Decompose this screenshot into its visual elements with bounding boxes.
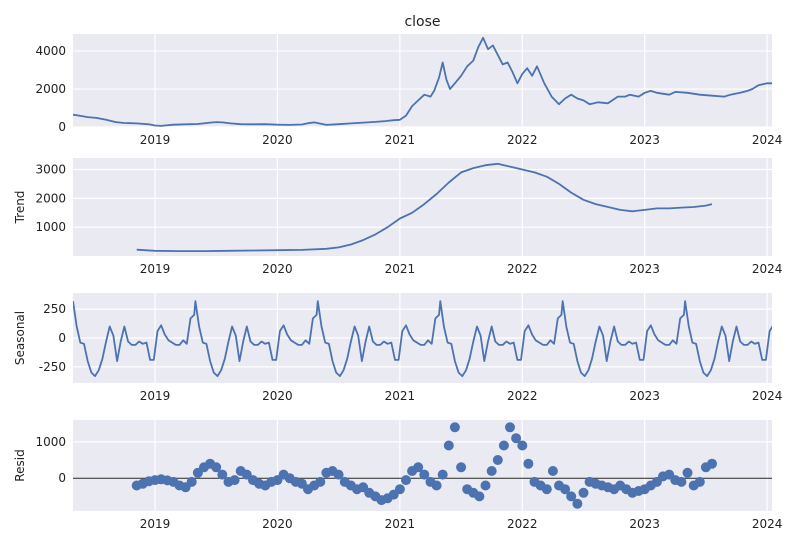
y-axis-label: Seasonal xyxy=(13,311,27,365)
y-tick-label: 2000 xyxy=(35,82,66,96)
resid-point xyxy=(443,440,454,451)
x-tick-label: 2020 xyxy=(262,389,293,403)
x-tick-label: 2023 xyxy=(629,133,660,147)
y-tick-label: -250 xyxy=(39,360,66,374)
x-tick-label: 2022 xyxy=(507,389,538,403)
series-group xyxy=(73,36,772,127)
resid-point xyxy=(480,480,491,491)
seasonal-panel: 2019 2020 2021 2022 2023 2024 -250 0 250 Seasonal xyxy=(13,293,782,403)
x-tick-label: 2021 xyxy=(385,133,416,147)
y-tick-label: 250 xyxy=(43,302,66,316)
resid-point xyxy=(560,484,571,495)
resid-point xyxy=(707,458,717,469)
x-tick-label: 2023 xyxy=(629,262,660,276)
resid-point xyxy=(517,440,528,451)
y-axis-label: Trend xyxy=(13,191,27,225)
resid-point xyxy=(676,476,687,487)
resid-point xyxy=(401,475,411,486)
x-tick-label: 2023 xyxy=(629,389,660,403)
x-tick-label: 2022 xyxy=(507,262,538,276)
resid-point xyxy=(505,422,515,433)
x-tick-label: 2022 xyxy=(507,133,538,147)
resid-point xyxy=(186,476,197,487)
plot-area xyxy=(73,34,772,127)
x-tick-label: 2019 xyxy=(140,517,171,531)
panel-title: close xyxy=(404,14,440,30)
resid-point xyxy=(217,469,228,480)
resid-point xyxy=(333,469,344,480)
y-tick-label: 3000 xyxy=(35,163,66,177)
x-tick-label: 2019 xyxy=(140,262,171,276)
y-tick-label: 0 xyxy=(58,471,66,485)
resid-point xyxy=(456,462,467,473)
x-tick-label: 2019 xyxy=(140,389,171,403)
resid-point xyxy=(437,469,448,480)
series-group xyxy=(136,162,713,252)
x-tick-label: 2021 xyxy=(385,389,416,403)
resid-point xyxy=(492,455,503,465)
resid-point xyxy=(572,498,583,509)
series-line xyxy=(136,162,713,252)
x-tick-label: 2020 xyxy=(262,133,293,147)
x-tick-label: 2020 xyxy=(262,517,293,531)
resid-point xyxy=(682,467,693,478)
series-group xyxy=(73,422,772,509)
series-group xyxy=(73,300,772,377)
resid-panel: 2019 2020 2021 2022 2023 2024 0 1000 Resid xyxy=(13,420,782,531)
y-tick-label: 4000 xyxy=(35,44,66,58)
resid-point xyxy=(413,462,424,473)
series-line xyxy=(73,36,772,127)
resid-point xyxy=(419,469,430,480)
resid-point xyxy=(566,491,577,502)
y-axis-label: Resid xyxy=(13,449,27,481)
resid-point xyxy=(498,440,509,451)
resid-point xyxy=(541,484,552,495)
x-tick-label: 2024 xyxy=(752,133,783,147)
close-panel: 2019 2020 2021 2022 2023 2024 0 2000 4000 close xyxy=(35,14,782,147)
x-tick-label: 2024 xyxy=(752,262,783,276)
x-tick-label: 2019 xyxy=(140,133,171,147)
resid-point xyxy=(431,480,442,491)
resid-point xyxy=(394,484,405,495)
trend-panel: 2019 2020 2021 2022 2023 2024 1000 2000 3000 Tren… xyxy=(13,158,782,276)
resid-point xyxy=(511,433,522,444)
resid-point xyxy=(486,466,497,476)
y-tick-label: 1000 xyxy=(35,435,66,449)
x-tick-label: 2022 xyxy=(507,517,538,531)
x-tick-label: 2023 xyxy=(629,517,660,531)
resid-point xyxy=(211,462,222,473)
y-tick-label: 1000 xyxy=(35,220,66,234)
y-tick-label: 0 xyxy=(58,120,66,134)
resid-point xyxy=(474,491,485,502)
x-tick-label: 2021 xyxy=(385,517,416,531)
resid-point xyxy=(578,487,589,498)
resid-point xyxy=(449,422,460,433)
x-tick-label: 2024 xyxy=(752,517,783,531)
x-tick-label: 2021 xyxy=(385,262,416,276)
resid-point xyxy=(229,475,240,486)
resid-point xyxy=(523,458,534,469)
plot-area xyxy=(73,158,772,256)
resid-point xyxy=(547,466,558,476)
seasonal-line xyxy=(73,300,772,377)
x-tick-label: 2024 xyxy=(752,389,783,403)
resid-point xyxy=(315,476,326,487)
x-tick-label: 2020 xyxy=(262,262,293,276)
y-tick-label: 2000 xyxy=(35,191,66,205)
resid-point xyxy=(694,476,705,487)
y-tick-label: 0 xyxy=(58,331,66,345)
